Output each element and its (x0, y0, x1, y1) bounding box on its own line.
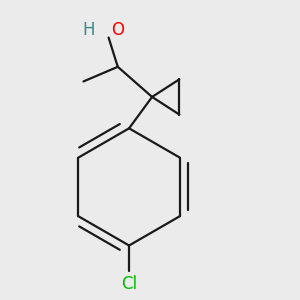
Text: O: O (111, 21, 124, 39)
Text: H: H (83, 21, 95, 39)
Text: Cl: Cl (121, 275, 137, 293)
